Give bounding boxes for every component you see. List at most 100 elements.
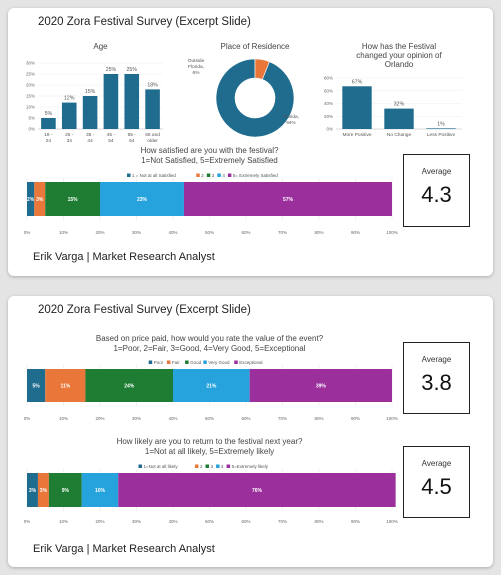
data-label: 32% xyxy=(394,102,405,108)
legend-label: 1 = Not at all Satisfied xyxy=(132,173,176,178)
y-tick-label: 15% xyxy=(26,94,35,99)
legend-swatch xyxy=(206,173,211,177)
chart-title: Place of Residence xyxy=(221,42,290,51)
legend-swatch xyxy=(166,360,171,364)
x-tick-label: 60% xyxy=(241,416,250,421)
x-tick-label: More Positive xyxy=(342,132,371,138)
data-label: 15% xyxy=(68,197,79,203)
x-tick-label: 20% xyxy=(95,416,104,421)
data-label: 9% xyxy=(62,488,70,494)
data-label: 67% xyxy=(352,79,363,85)
data-label: 3% xyxy=(40,488,48,494)
x-tick-label: 25 - xyxy=(65,132,74,138)
legend-label: 5=Extremely likely xyxy=(232,464,269,469)
bar-segment xyxy=(85,369,173,402)
x-tick-label: older xyxy=(147,138,158,144)
bar-segment xyxy=(100,182,184,216)
average-label: Average xyxy=(421,459,452,468)
data-label: 3% xyxy=(36,197,44,203)
legend-label: 5= Extremely Satisfied xyxy=(233,173,278,178)
x-tick-label: 10% xyxy=(59,519,68,524)
x-tick-label: 70% xyxy=(278,416,287,421)
y-tick-label: 40% xyxy=(324,101,333,106)
data-label: 5% xyxy=(45,111,53,117)
bar-segment xyxy=(45,182,100,216)
bar-segment xyxy=(81,473,119,507)
chart-title: 1=Poor, 2=Fair, 3=Good, 4=Very Good, 5=E… xyxy=(114,344,306,353)
x-tick-label: 60% xyxy=(241,230,250,235)
bar-segment xyxy=(34,182,46,216)
x-tick-label: 30% xyxy=(132,230,141,235)
legend-swatch xyxy=(127,173,131,177)
data-label: 39% xyxy=(316,384,327,390)
bar-segment xyxy=(27,473,38,507)
x-tick-label: 54 xyxy=(108,138,114,144)
bar xyxy=(124,74,140,129)
pie-slice xyxy=(215,58,295,138)
y-tick-label: 0% xyxy=(326,127,333,132)
x-tick-label: 90% xyxy=(351,519,360,524)
average-label: Average xyxy=(421,167,452,176)
y-tick-label: 60% xyxy=(324,88,333,93)
legend-label: Fair xyxy=(172,360,180,365)
bar xyxy=(61,102,77,129)
x-tick-label: 64 xyxy=(129,138,135,144)
x-tick-label: No Change xyxy=(387,132,412,138)
x-tick-label: 80% xyxy=(314,519,323,524)
average-box-value: Average 3.8 xyxy=(403,342,470,414)
x-tick-label: 44 xyxy=(87,138,93,144)
x-tick-label: 40% xyxy=(168,416,177,421)
legend-label: Poor xyxy=(154,360,164,365)
x-tick-label: 20% xyxy=(95,519,104,524)
legend-label: 4 xyxy=(222,173,225,178)
legend-label: 4 xyxy=(221,464,224,469)
data-label: 15% xyxy=(85,89,96,95)
x-tick-label: 100% xyxy=(386,416,398,421)
x-tick-label: 40% xyxy=(168,230,177,235)
data-label: 5% xyxy=(33,384,41,390)
bar-segment xyxy=(27,369,46,402)
bar-segment xyxy=(118,473,396,507)
legend-swatch xyxy=(226,464,231,468)
y-tick-label: 0% xyxy=(28,127,35,132)
data-label: 1% xyxy=(437,121,445,127)
bar-segment xyxy=(37,473,49,507)
x-tick-label: 0% xyxy=(24,519,31,524)
chart-title: Orlando xyxy=(385,60,414,69)
legend-label: Good xyxy=(190,360,202,365)
data-label: 2% xyxy=(27,197,35,203)
legend-swatch xyxy=(227,173,232,177)
x-tick-label: 80% xyxy=(314,230,323,235)
legend-label: Very Good xyxy=(208,360,230,365)
bar-segment xyxy=(27,182,35,216)
data-label: 24% xyxy=(124,384,135,390)
bar-segment xyxy=(173,369,250,402)
slice-label: Florida, xyxy=(188,64,204,70)
legend-swatch xyxy=(203,360,207,364)
data-label: 57% xyxy=(283,197,294,203)
chart-title: How has the Festival xyxy=(362,42,436,51)
legend-swatch xyxy=(194,464,199,468)
slice-label: Florida, xyxy=(283,114,299,120)
chart-title: Based on price paid, how would you rate … xyxy=(96,334,324,343)
x-tick-label: 90% xyxy=(351,230,360,235)
x-tick-label: 50% xyxy=(205,416,214,421)
legend-swatch xyxy=(138,464,142,468)
bar-segment xyxy=(48,473,82,507)
legend-swatch xyxy=(196,173,200,177)
average-box-return: Average 4.5 xyxy=(403,446,470,518)
card-title: 2020 Zora Festival Survey (Excerpt Slide… xyxy=(38,16,251,28)
card-title: 2020 Zora Festival Survey (Excerpt Slide… xyxy=(38,304,251,316)
x-tick-label: 34 xyxy=(67,138,73,144)
x-tick-label: 50% xyxy=(205,519,214,524)
bar xyxy=(342,86,372,129)
y-tick-label: 10% xyxy=(26,105,35,110)
bar xyxy=(82,96,98,129)
data-label: 25% xyxy=(106,67,117,73)
pie-slice xyxy=(254,58,270,80)
average-box-satisfaction: Average 4.3 xyxy=(403,154,470,227)
x-tick-label: 100% xyxy=(386,230,398,235)
legend-swatch xyxy=(205,464,209,468)
y-tick-label: 20% xyxy=(26,83,35,88)
